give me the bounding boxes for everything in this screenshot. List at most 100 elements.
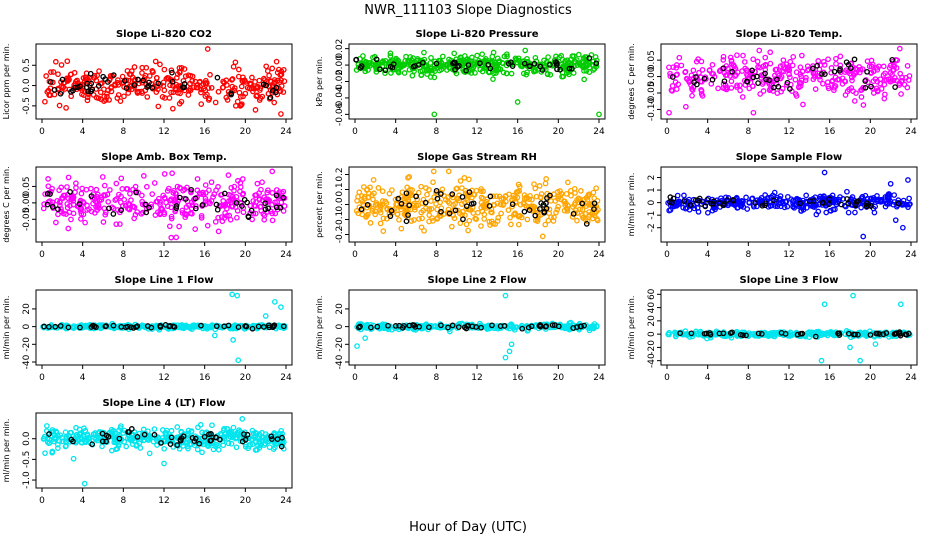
data-point: [565, 179, 571, 186]
data-point: [225, 198, 232, 205]
data-point: [234, 98, 241, 105]
data-point: [551, 214, 557, 221]
data-point: [797, 200, 803, 207]
data-point: [433, 187, 440, 194]
data-point: [870, 68, 877, 75]
data-point: [182, 196, 189, 202]
data-point: [563, 70, 570, 76]
data-point: [516, 188, 523, 194]
panel-7: Slope Line 1 Flow 0 4 8 12 16 20 24 -40 -20 0 20 ml/…: [2, 275, 293, 383]
data-point: [803, 192, 810, 199]
data-point: [72, 189, 78, 196]
y-axis-label: ml/min per min.: [627, 296, 636, 360]
data-point: [139, 209, 146, 216]
data-point: [254, 83, 261, 90]
data-point: [93, 94, 100, 101]
x-tick-label: 24: [280, 373, 292, 383]
data-point: [526, 63, 533, 70]
series-primary: [353, 47, 602, 118]
data-point: [480, 63, 486, 70]
data-point: [168, 215, 175, 222]
data-point: [169, 69, 175, 76]
data-point: [204, 91, 210, 98]
plot-frame: [348, 43, 606, 120]
data-point: [847, 65, 854, 71]
data-point: [446, 210, 453, 217]
data-point: [858, 204, 864, 211]
data-point: [430, 168, 437, 175]
data-point: [667, 70, 673, 77]
data-point: [895, 200, 902, 207]
data-point: [874, 193, 880, 199]
data-point: [797, 64, 804, 71]
data-point: [779, 68, 786, 74]
data-point: [564, 202, 571, 209]
data-point: [833, 196, 840, 203]
data-point: [228, 184, 235, 191]
data-point: [583, 54, 590, 60]
data-point: [790, 53, 797, 60]
data-point: [592, 54, 599, 60]
data-point: [892, 84, 898, 90]
data-point: [887, 180, 894, 187]
data-point: [373, 69, 380, 75]
data-point: [904, 63, 911, 69]
data-point: [472, 70, 478, 76]
data-point: [387, 53, 394, 59]
data-point: [152, 58, 159, 65]
data-point: [740, 52, 746, 59]
data-point: [439, 63, 446, 69]
data-point: [683, 103, 689, 110]
data-point: [449, 223, 455, 230]
data-point: [221, 190, 228, 197]
data-point: [209, 422, 215, 429]
data-point: [734, 82, 740, 89]
data-point: [693, 74, 699, 80]
data-point: [586, 64, 593, 71]
data-point: [506, 348, 513, 355]
x-tick-label: 20: [553, 373, 565, 383]
x-tick-label: 12: [158, 373, 169, 383]
data-point: [690, 67, 697, 74]
data-point: [716, 200, 723, 206]
data-point: [756, 47, 763, 54]
x-tick-label: 4: [393, 250, 399, 260]
data-point: [466, 217, 473, 224]
data-point: [164, 74, 171, 81]
data-point: [532, 212, 539, 219]
data-point: [844, 188, 850, 195]
data-point: [95, 202, 102, 209]
data-point: [411, 217, 417, 223]
data-point: [767, 49, 774, 56]
data-point: [252, 210, 259, 217]
data-point: [79, 185, 86, 192]
y-tick-label: 0.00: [647, 66, 657, 86]
data-point: [259, 179, 265, 186]
data-point: [771, 197, 777, 204]
data-point: [254, 180, 261, 187]
data-point: [262, 206, 269, 213]
data-point: [160, 79, 167, 86]
data-point: [800, 101, 806, 108]
data-point: [810, 203, 816, 210]
data-point: [155, 195, 162, 202]
data-point: [504, 53, 510, 60]
x-tick-label: 24: [905, 127, 917, 137]
x-tick-label: 4: [705, 373, 711, 383]
data-point: [905, 177, 911, 183]
data-point: [739, 68, 745, 74]
data-point: [273, 58, 280, 65]
data-point: [73, 184, 79, 191]
data-point: [872, 341, 879, 347]
data-point: [755, 80, 761, 86]
data-point: [167, 82, 173, 89]
data-point: [377, 220, 384, 227]
data-point: [428, 205, 435, 212]
y-tick-label: -0.05: [647, 81, 657, 104]
y-tick-label: 20: [647, 315, 657, 327]
data-point: [413, 193, 419, 200]
data-point: [689, 92, 695, 99]
data-point: [143, 209, 150, 216]
data-point: [866, 63, 873, 70]
